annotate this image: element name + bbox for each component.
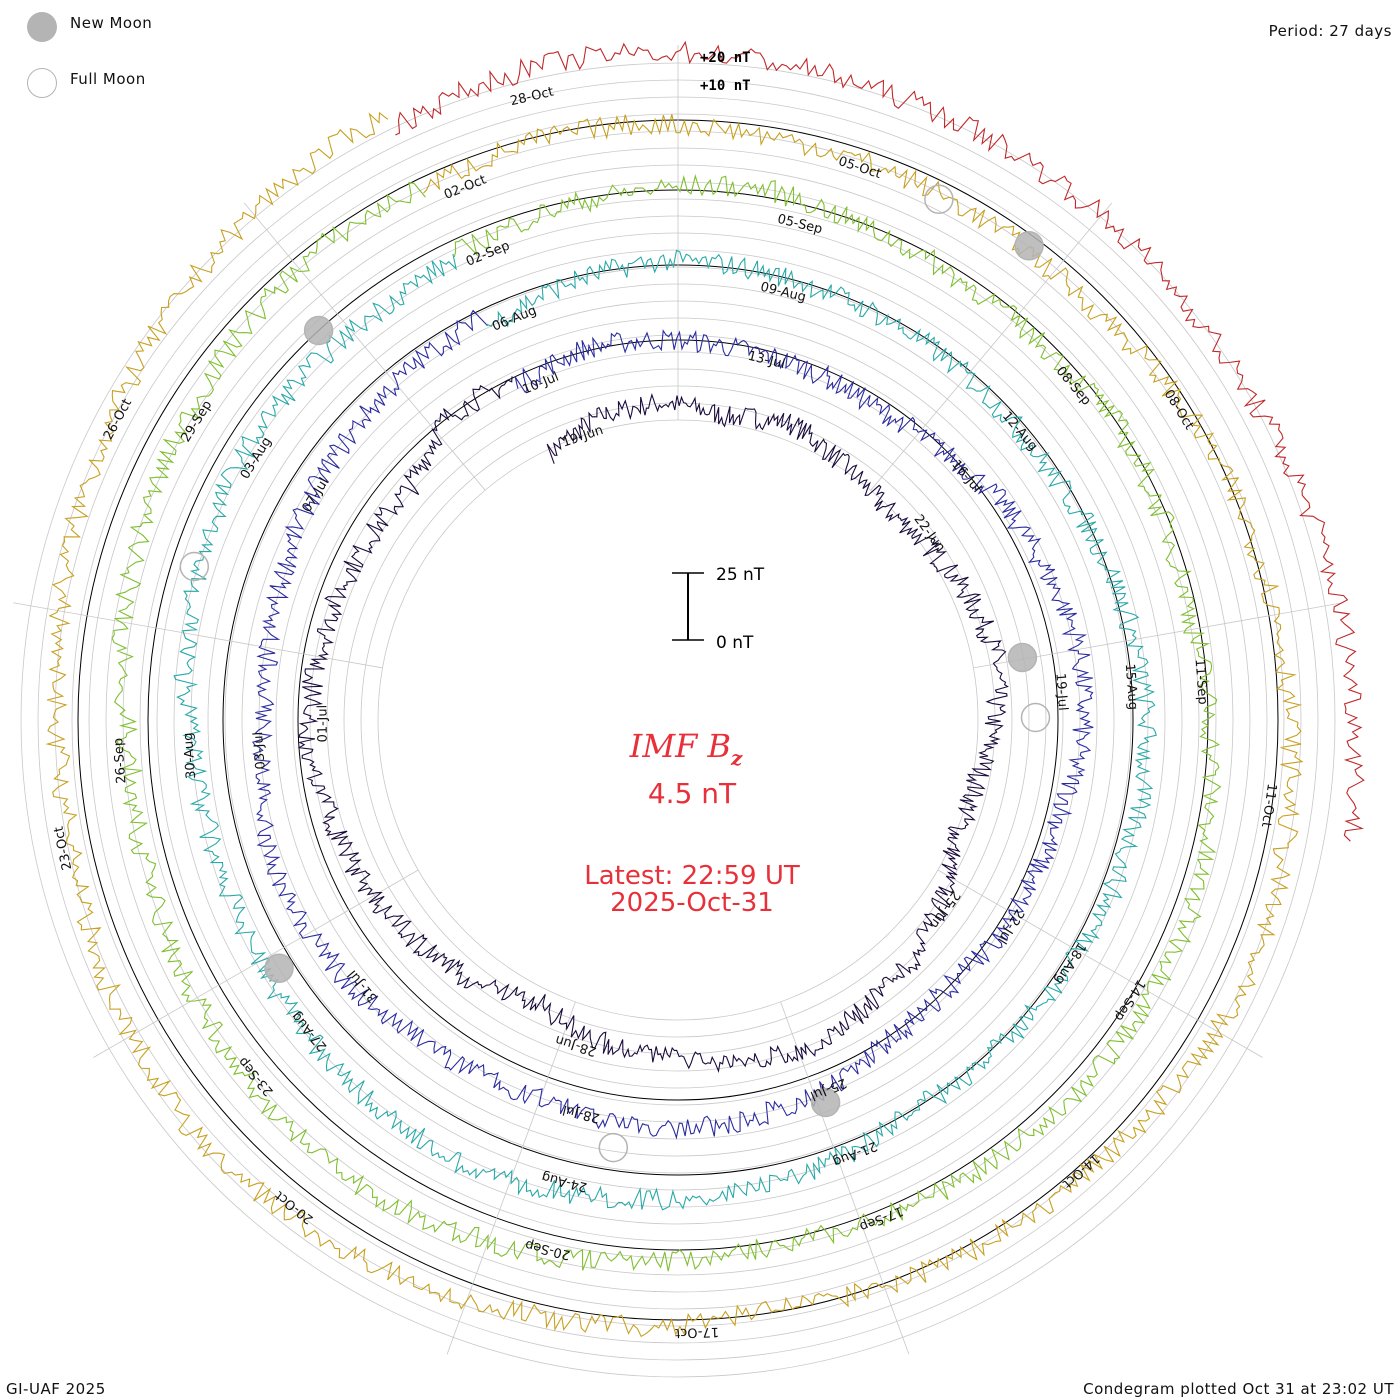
- trace-series-2: [252, 309, 1094, 1140]
- day-label: 30-Aug: [181, 732, 199, 779]
- ring-label-plus20: +20 nT: [700, 50, 751, 66]
- center-title: IMF Bz: [629, 727, 743, 770]
- day-label: 19-Jun: [560, 423, 605, 451]
- day-label: 14-Sep: [1111, 977, 1148, 1024]
- day-label: 21-Aug: [831, 1138, 880, 1169]
- day-label: 23-Sep: [236, 1054, 277, 1099]
- trace-series-4: [111, 174, 1222, 1272]
- new-moon-marker: [810, 1087, 841, 1118]
- grid-ring: [377, 419, 979, 1021]
- grid-spoke: [937, 869, 1263, 1058]
- full-moon-icon: [27, 68, 57, 98]
- center-title-sub: z: [730, 746, 743, 770]
- day-label: 31-Jul: [345, 967, 381, 1005]
- ring-label-plus10: +10 nT: [700, 78, 751, 94]
- trace-series-6: [395, 40, 1365, 842]
- grid-ring: [258, 300, 1098, 1140]
- moon-markers: [179, 184, 1051, 1163]
- radial-spokes: [13, 45, 1343, 1355]
- day-label: 22-Jun: [911, 512, 948, 555]
- grid-spoke: [13, 602, 383, 669]
- day-label: 20-Sep: [524, 1237, 572, 1262]
- data-traces: [45, 40, 1365, 1338]
- day-label: 26-Sep: [111, 737, 129, 784]
- day-label: 11-Oct: [1258, 782, 1279, 828]
- grid-ring: [360, 402, 996, 1038]
- day-label: 28-Oct: [509, 85, 555, 110]
- legend-new-moon: New Moon: [70, 14, 153, 32]
- latest-date: 2025-Oct-31: [610, 888, 774, 918]
- grid-ring: [292, 334, 1064, 1106]
- day-label: 05-Sep: [776, 212, 824, 237]
- credit-label: GI-UAF 2025: [6, 1380, 106, 1398]
- day-label: 06-Aug: [490, 303, 539, 334]
- center-value: 4.5 nT: [648, 777, 737, 810]
- scale-bar: 25 nT 0 nT: [672, 565, 765, 653]
- full-moon-marker: [1020, 702, 1051, 733]
- day-label: 14-Oct: [1059, 1150, 1102, 1191]
- day-label: 03-Jul: [251, 731, 269, 770]
- day-label: 22-Jul: [994, 906, 1027, 946]
- day-label: 11-Sep: [1192, 658, 1210, 705]
- legend-full-moon: Full Moon: [70, 70, 146, 88]
- latest-time: Latest: 22:59 UT: [584, 861, 800, 891]
- grid-ring: [309, 351, 1047, 1089]
- grid-spoke: [870, 202, 1113, 491]
- grid-spoke: [93, 869, 419, 1058]
- grid-spoke: [780, 1001, 910, 1355]
- day-label: 24-Aug: [540, 1169, 589, 1195]
- new-moon-marker: [1007, 642, 1038, 673]
- grid-spoke: [243, 202, 486, 491]
- day-label: 23-Oct: [52, 825, 76, 871]
- new-moon-marker: [264, 953, 294, 984]
- trace-series-3: [173, 249, 1157, 1211]
- new-moon-marker: [303, 315, 334, 346]
- plotted-label: Condegram plotted Oct 31 at 23:02 UT: [1083, 1380, 1394, 1398]
- full-moon-marker: [924, 184, 954, 214]
- new-moon-icon: [27, 12, 57, 42]
- trace-series-5: [45, 111, 1304, 1338]
- trace-series-1: [297, 376, 1009, 1073]
- grid-ring: [275, 317, 1081, 1123]
- day-label: 19-Jul: [1052, 673, 1070, 712]
- grid-ring: [326, 368, 1030, 1072]
- full-moon-marker: [179, 551, 210, 582]
- day-label: 17-Oct: [675, 1324, 720, 1340]
- full-moon-marker: [598, 1132, 629, 1163]
- scale-top-label: 25 nT: [716, 565, 765, 585]
- scale-bottom-label: 0 nT: [716, 633, 754, 653]
- day-label: 28-Jun: [554, 1032, 599, 1059]
- day-label: 26-Oct: [101, 397, 135, 443]
- day-label: 15-Aug: [1122, 663, 1140, 710]
- day-label: 01-Jul: [315, 705, 330, 743]
- day-label: 28-Jul: [561, 1102, 601, 1126]
- center-title-main: IMF B: [629, 727, 731, 765]
- day-label: 13-Jul: [746, 349, 786, 373]
- new-moon-marker: [1014, 231, 1044, 261]
- day-label: 27-Aug: [289, 1009, 330, 1054]
- period-label: Period: 27 days: [1268, 22, 1392, 40]
